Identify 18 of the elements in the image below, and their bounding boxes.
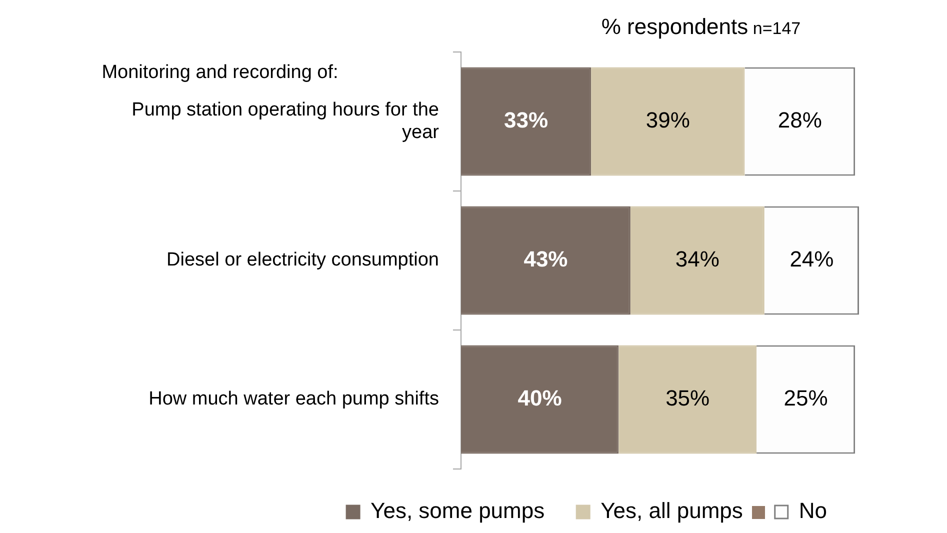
data-label: 40% — [518, 386, 562, 411]
data-label: 28% — [778, 108, 822, 133]
data-label: 25% — [784, 386, 828, 411]
chart-title: % respondents — [601, 14, 748, 39]
data-label: 43% — [524, 246, 568, 272]
y-tick-label: How much water each pump shifts — [148, 388, 439, 410]
data-label: 34% — [675, 246, 720, 272]
data-label: 33% — [504, 108, 548, 133]
data-label: 35% — [666, 386, 710, 411]
y-tick-label: Diesel or electricity consumption — [166, 250, 439, 271]
y-tick-label: Pump station operating hours for the year — [132, 99, 440, 144]
text: Monitoring and recording of: — [100, 62, 340, 84]
data-label: 39% — [646, 108, 690, 133]
legend-label: Yes, all pumps — [600, 498, 743, 524]
chart-subtitle: n=147 — [752, 19, 801, 38]
legend-label: Yes, some pumps — [370, 498, 545, 524]
legend-label: No — [798, 498, 827, 524]
data-label: 24% — [790, 246, 834, 272]
